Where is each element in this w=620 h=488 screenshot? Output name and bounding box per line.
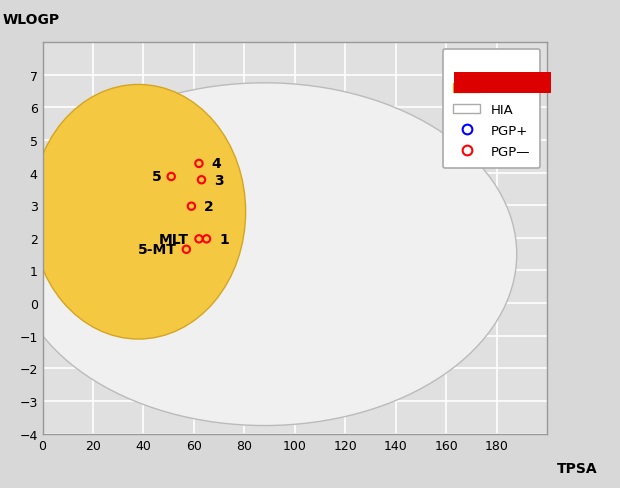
Text: TPSA: TPSA (557, 461, 598, 475)
Ellipse shape (31, 85, 246, 339)
Point (194, 160, 204, 168)
Point (187, 203, 197, 211)
Text: WLOGP: WLOGP (2, 13, 60, 27)
Text: MLT: MLT (159, 232, 189, 246)
Text: 3: 3 (214, 173, 224, 187)
Text: 4: 4 (211, 157, 221, 171)
Text: 5: 5 (151, 170, 161, 184)
Point (182, 246, 192, 254)
Legend: BBB, HIA, PGP+, PGP—: BBB, HIA, PGP+, PGP— (443, 49, 541, 169)
Point (194, 235, 204, 243)
Ellipse shape (12, 83, 516, 426)
Text: 5-MT: 5-MT (138, 243, 176, 257)
Text: 1: 1 (219, 232, 229, 246)
Point (202, 235, 211, 243)
Point (197, 177, 206, 184)
Point (166, 173, 176, 181)
Text: 2: 2 (204, 200, 214, 214)
